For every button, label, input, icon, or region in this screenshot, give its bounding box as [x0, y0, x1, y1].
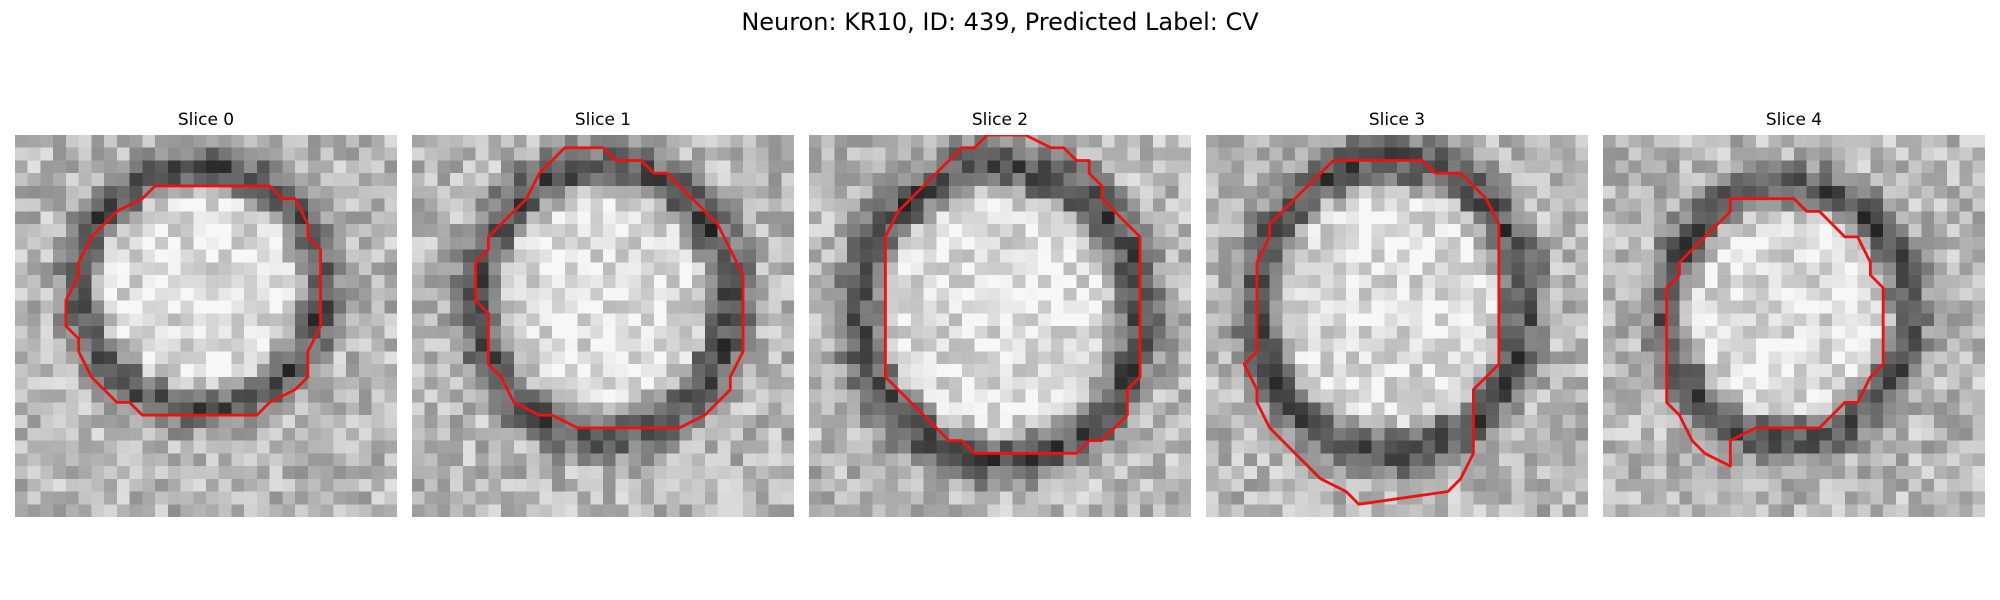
slice-image-3	[1206, 135, 1588, 517]
pixel-grid-0	[15, 135, 397, 517]
slice-title-4: Slice 4	[1765, 110, 1823, 130]
slice-title-2: Slice 2	[971, 110, 1029, 130]
slice-image-1	[412, 135, 794, 517]
segmentation-contour-0	[64, 184, 323, 417]
slice-panel-4: Slice 4	[1603, 108, 1985, 517]
slice-image-2	[809, 135, 1191, 517]
slice-panel-3: Slice 3	[1206, 108, 1588, 517]
figure-title: Neuron: KR10, ID: 439, Predicted Label: …	[741, 8, 1259, 36]
slice-image-4	[1603, 135, 1985, 517]
slice-panel-0: Slice 0	[15, 108, 397, 517]
slice-panel-2: Slice 2	[809, 108, 1191, 517]
segmentation-contour-1	[474, 146, 745, 430]
slice-image-0	[15, 135, 397, 517]
pixel-grid-3	[1206, 135, 1588, 517]
pixel-grid-4	[1603, 135, 1985, 517]
pixel-grid-2	[809, 135, 1191, 517]
slice-title-3: Slice 3	[1368, 110, 1426, 130]
segmentation-contour-2	[883, 135, 1142, 455]
pixel-grid-1	[412, 135, 794, 517]
segmentation-contour-4	[1665, 197, 1885, 468]
slice-title-0: Slice 0	[177, 110, 235, 130]
segmentation-contour-3	[1242, 159, 1501, 506]
slice-title-1: Slice 1	[574, 110, 632, 130]
slice-panel-1: Slice 1	[412, 108, 794, 517]
